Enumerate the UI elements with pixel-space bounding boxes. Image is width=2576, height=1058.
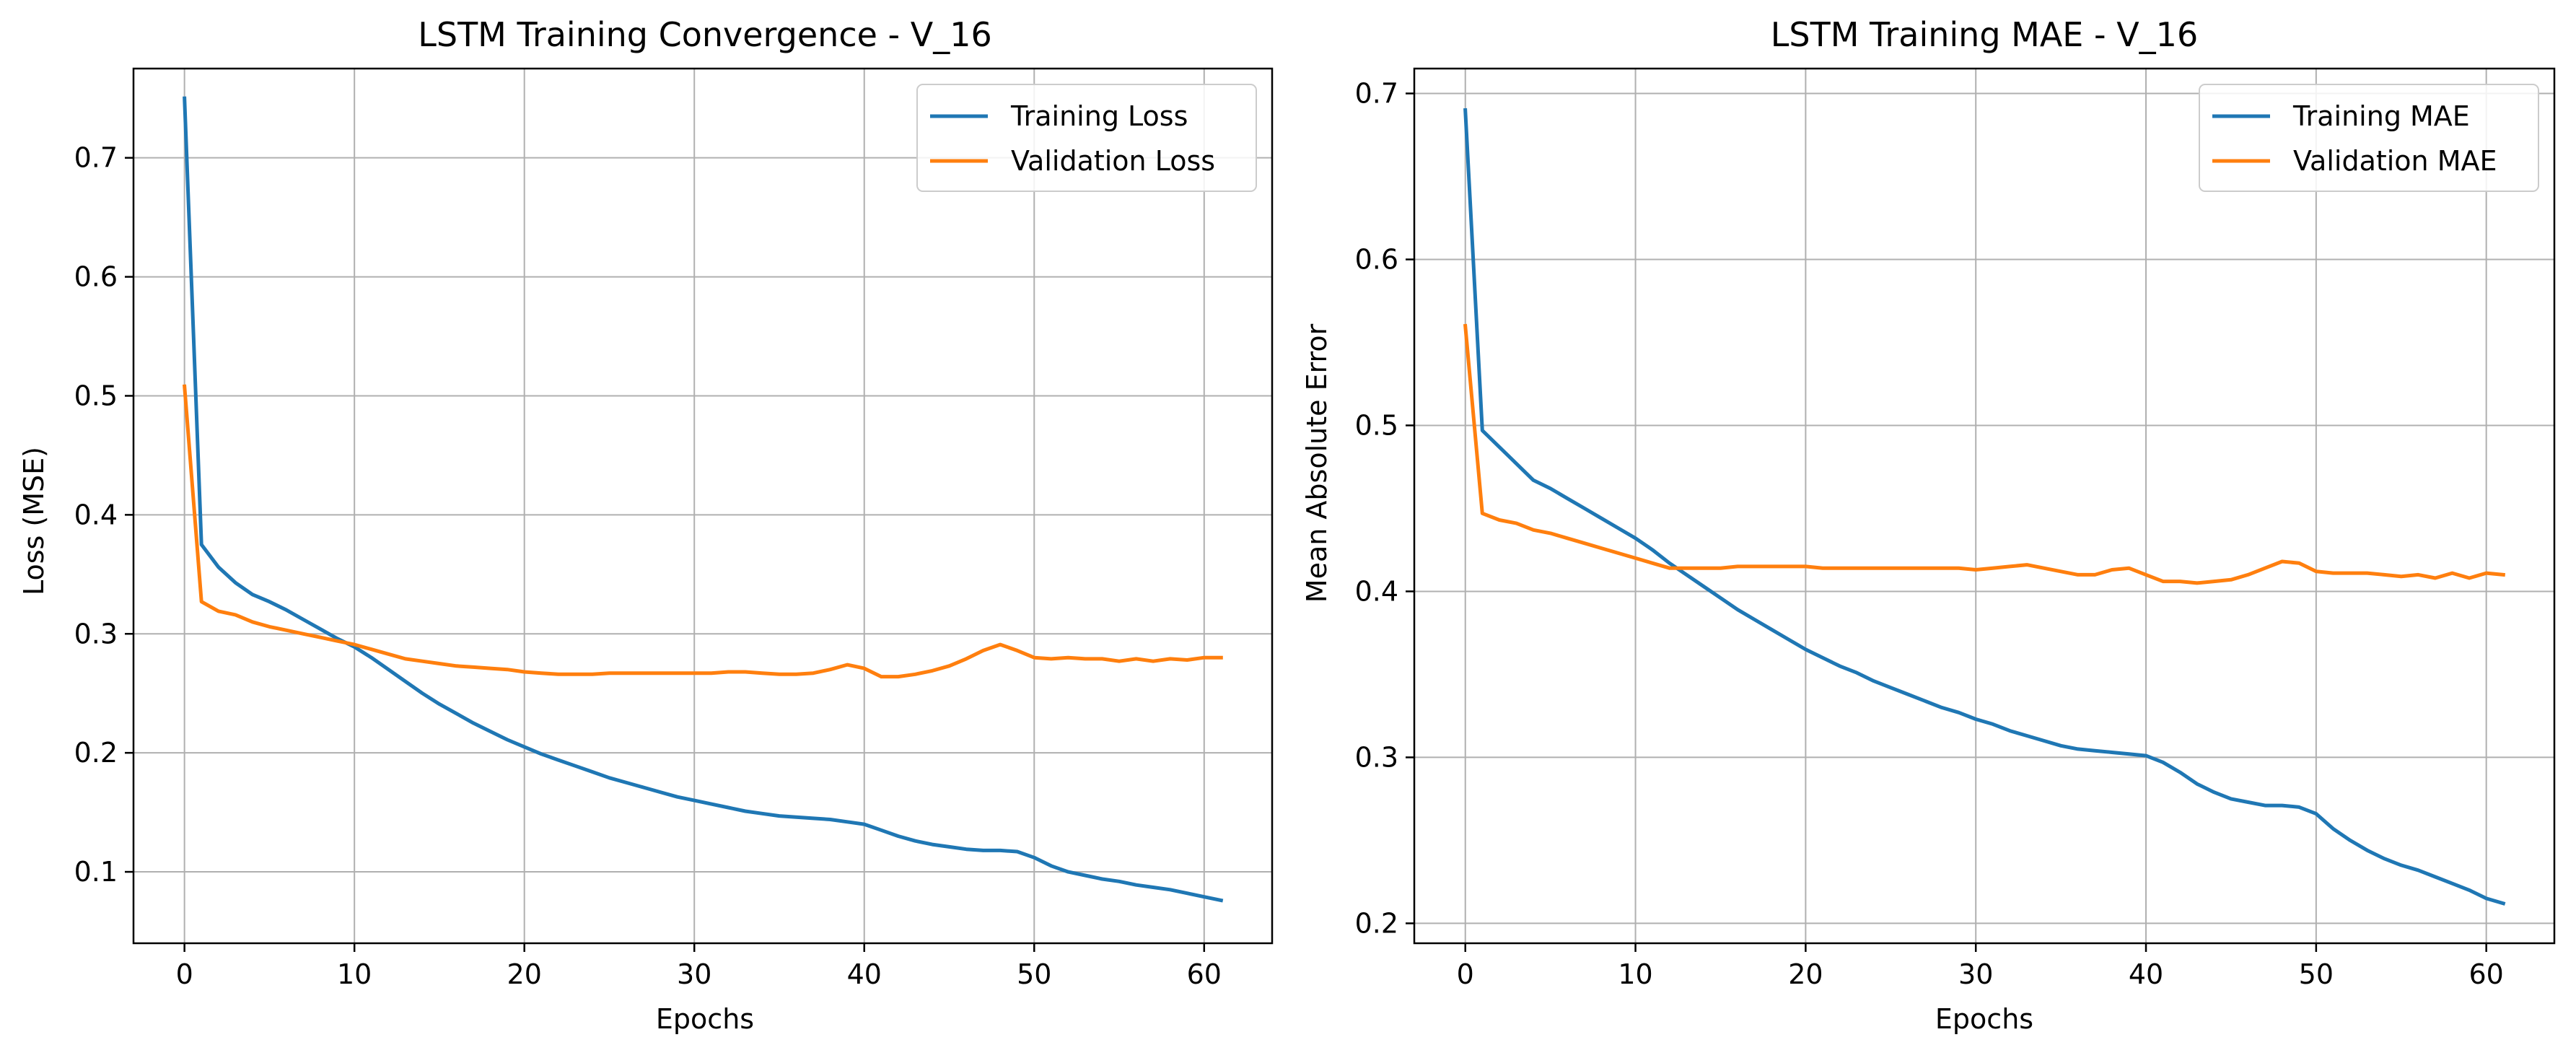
mae-chart-xlabel: Epochs — [1935, 1003, 2033, 1035]
mae-chart-plot-area: 0 10 20 30 40 50 60 0.2 0.3 0.4 0.5 0.6 0.7 Training … — [1355, 67, 2556, 990]
mae-chart-title: LSTM Training MAE - V_16 — [1771, 15, 2198, 54]
mae-legend-box — [2199, 84, 2539, 192]
loss-ytick-label-4: 0.5 — [74, 380, 118, 411]
loss-legend-box — [916, 84, 1257, 192]
loss-ytick-label-0: 0.1 — [74, 856, 118, 888]
loss-xtick-label-0: 0 — [176, 958, 193, 990]
loss-chart-xlabel: Epochs — [656, 1003, 754, 1035]
loss-ytick-label-1: 0.2 — [74, 737, 118, 769]
mae-legend-label-0: Training MAE — [2292, 100, 2470, 132]
mae-xtick-label-5: 50 — [2299, 958, 2334, 990]
loss-chart: LSTM Training Convergence - V_16 Epochs … — [18, 15, 1274, 1035]
loss-xtick-label-6: 60 — [1187, 958, 1222, 990]
loss-xtick-label-5: 50 — [1017, 958, 1051, 990]
mae-ytick-label-3: 0.5 — [1355, 409, 1398, 441]
mae-chart-ylabel: Mean Absolute Error — [1301, 323, 1333, 603]
loss-xtick-label-3: 30 — [677, 958, 711, 990]
mae-xtick-label-2: 20 — [1788, 958, 1823, 990]
mae-legend: Training MAE Validation MAE — [2199, 84, 2539, 192]
mae-xtick-label-1: 10 — [1618, 958, 1652, 990]
loss-chart-ylabel: Loss (MSE) — [18, 447, 50, 595]
mae-legend-label-1: Validation MAE — [2293, 145, 2497, 177]
mae-xtick-label-3: 30 — [1958, 958, 1993, 990]
loss-series-line-1 — [183, 384, 1223, 679]
loss-xtick-label-2: 20 — [507, 958, 542, 990]
mae-ytick-label-4: 0.6 — [1355, 243, 1398, 275]
mae-ytick-label-5: 0.7 — [1355, 77, 1398, 109]
mae-series-line-0 — [1463, 108, 2506, 906]
mae-ytick-label-0: 0.2 — [1355, 907, 1398, 939]
loss-chart-plot-area: 0 10 20 30 40 50 60 0.1 0.2 0.3 0.4 0.5 0.6 0.7 Traini… — [74, 67, 1274, 990]
loss-ytick-label-5: 0.6 — [74, 261, 118, 293]
loss-xtick-label-4: 40 — [847, 958, 882, 990]
mae-xtick-label-6: 60 — [2468, 958, 2503, 990]
mae-chart: LSTM Training MAE - V_16 Epochs Mean Abs… — [1301, 15, 2556, 1035]
mae-xtick-label-0: 0 — [1457, 958, 1474, 990]
loss-ytick-label-6: 0.7 — [74, 142, 118, 174]
loss-legend-label-1: Validation Loss — [1011, 145, 1215, 177]
loss-legend-label-0: Training Loss — [1010, 100, 1188, 132]
mae-axes-frame — [1413, 67, 2556, 945]
loss-chart-title: LSTM Training Convergence - V_16 — [418, 15, 992, 54]
loss-series-line-0 — [183, 96, 1224, 903]
mae-ytick-label-2: 0.4 — [1355, 575, 1398, 607]
mae-series-line-1 — [1463, 323, 2506, 585]
loss-legend: Training Loss Validation Loss — [916, 84, 1257, 192]
loss-xtick-label-1: 10 — [337, 958, 372, 990]
mae-xtick-label-4: 40 — [2129, 958, 2163, 990]
mae-ytick-label-1: 0.3 — [1355, 741, 1398, 773]
loss-axes-frame — [132, 67, 1274, 945]
loss-ytick-label-2: 0.3 — [74, 618, 118, 650]
loss-ytick-label-3: 0.4 — [74, 499, 118, 530]
